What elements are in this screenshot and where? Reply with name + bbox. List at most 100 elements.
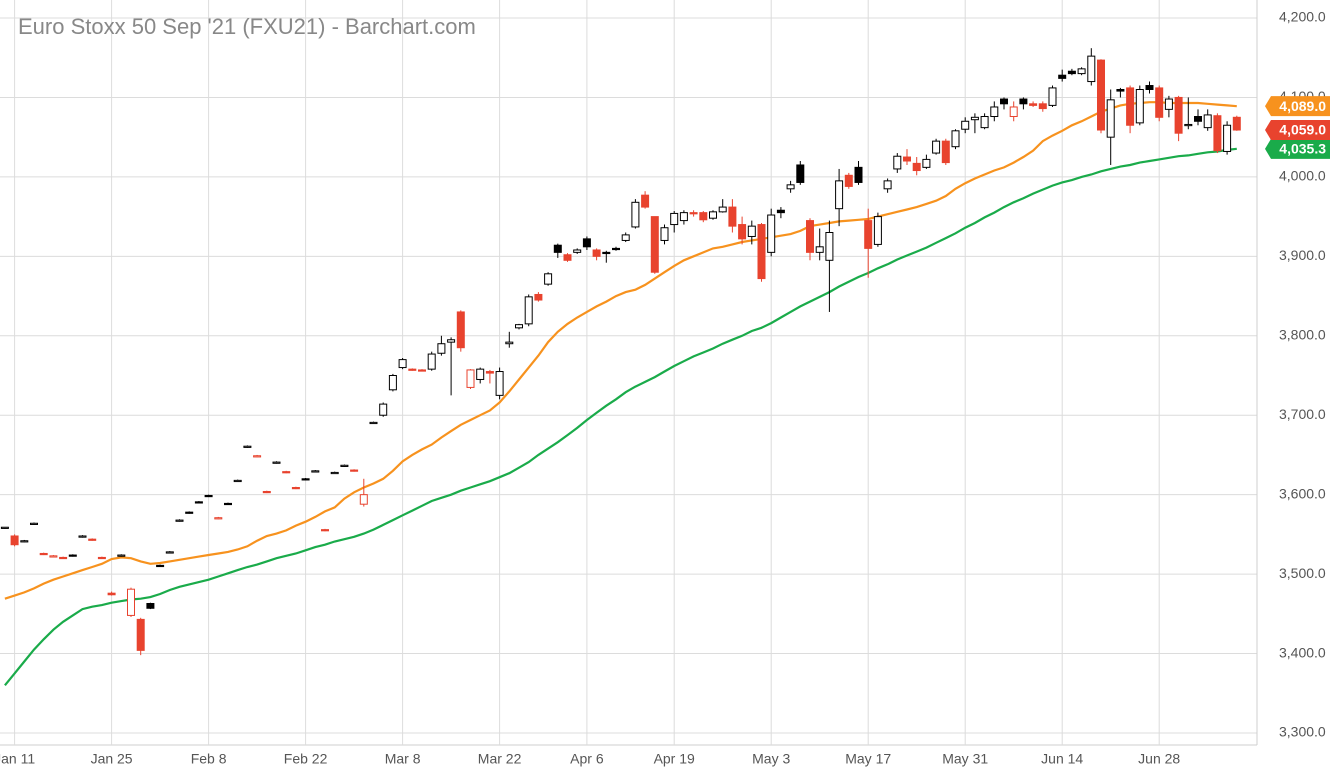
candle-body	[980, 116, 989, 129]
candle-body	[990, 106, 999, 118]
candle-body	[97, 556, 106, 560]
price-badge-label: 4,089.0	[1279, 98, 1326, 114]
candle-body	[1164, 98, 1173, 110]
candle-body	[330, 471, 339, 475]
candle-body	[0, 526, 9, 529]
y-tick-label: 3,300.0	[1279, 724, 1326, 740]
candle-body	[767, 214, 776, 253]
candle-body	[447, 339, 456, 343]
candle-body	[369, 421, 378, 425]
y-tick-label: 3,600.0	[1279, 485, 1326, 501]
candle-body	[941, 140, 950, 164]
candle-body	[922, 158, 931, 168]
y-tick-label: 3,500.0	[1279, 565, 1326, 581]
candle-body	[59, 556, 68, 560]
candle-body	[544, 273, 553, 285]
candle-body	[1058, 74, 1067, 79]
candle-body	[88, 538, 97, 541]
candle-body	[39, 552, 48, 556]
candle-body	[243, 445, 252, 448]
candle-body	[961, 120, 970, 130]
candle-body	[272, 461, 281, 464]
candle-body	[311, 470, 320, 473]
candle-body	[301, 478, 310, 481]
x-tick-label: Apr 6	[570, 751, 604, 767]
candle-body	[505, 341, 514, 345]
moving-average-line	[4, 101, 1237, 600]
marks	[0, 48, 1241, 686]
y-tick-label: 4,200.0	[1279, 9, 1326, 25]
candle-body	[1087, 55, 1096, 83]
candle-body	[340, 464, 349, 467]
candle-body	[175, 519, 184, 522]
x-tick-label: May 31	[942, 751, 988, 767]
y-tick-label: 4,000.0	[1279, 168, 1326, 184]
candle-body	[233, 479, 242, 483]
candle-body	[359, 494, 368, 505]
candle-body	[1000, 98, 1008, 105]
moving-average-line	[4, 147, 1237, 686]
candle-body	[747, 225, 756, 237]
candle-body	[951, 130, 960, 148]
candle-body	[1194, 116, 1202, 122]
x-tick-label: Apr 19	[654, 751, 695, 767]
candle-body	[1077, 68, 1086, 75]
candle-body	[388, 375, 397, 391]
candle-body	[641, 194, 650, 208]
candle-body	[456, 311, 465, 349]
candle-body	[932, 140, 941, 154]
x-tick-label: Jan 11	[0, 751, 35, 767]
candle-body	[573, 249, 582, 253]
candle-body	[1019, 98, 1028, 105]
labels: 3,300.0 3,400.0 3,500.0 3,600.0 3,700.0 3,800…	[0, 9, 1330, 767]
x-tick-label: Mar 22	[478, 751, 522, 767]
candle-body	[398, 359, 407, 369]
candle-body	[621, 234, 630, 241]
candle-body	[10, 535, 19, 546]
candle-body	[466, 369, 475, 388]
candle-body	[912, 162, 921, 172]
candle-body	[1203, 114, 1212, 129]
candle-body	[165, 551, 174, 554]
x-tick-label: Feb 8	[191, 751, 227, 767]
candle-body	[689, 212, 698, 215]
candle-body	[602, 251, 611, 255]
candle-body	[495, 371, 504, 396]
candle-body	[825, 232, 834, 261]
candle-body	[553, 244, 562, 253]
x-tick-label: Feb 22	[284, 751, 328, 767]
candle-body	[728, 206, 737, 227]
candle-body	[1116, 89, 1125, 92]
candle-body	[1048, 87, 1057, 106]
x-tick-label: May 17	[845, 751, 891, 767]
candle-body	[883, 180, 892, 190]
candle-body	[1232, 116, 1241, 131]
x-tick-label: Jun 14	[1041, 751, 1083, 767]
candle-body	[224, 502, 232, 506]
candle-body	[282, 471, 291, 474]
candle-body	[185, 511, 194, 514]
candle-body	[194, 501, 203, 504]
candle-body	[582, 238, 591, 248]
y-tick-label: 3,400.0	[1279, 644, 1326, 660]
candle-body	[1135, 89, 1144, 124]
candle-body	[1213, 115, 1222, 152]
candle-body	[156, 564, 165, 568]
candle-body	[262, 490, 271, 494]
candle-body	[253, 455, 262, 458]
candle-body	[970, 116, 979, 121]
candle-body	[1009, 106, 1018, 118]
candle-body	[650, 216, 659, 273]
candle-body	[107, 592, 116, 596]
candle-body	[68, 554, 77, 557]
candle-body	[718, 206, 727, 213]
candle-body	[776, 209, 785, 214]
candle-body	[864, 220, 873, 249]
candle-body	[427, 353, 436, 370]
candle-body	[291, 487, 300, 490]
candle-body	[379, 403, 388, 416]
candle-body	[534, 293, 543, 301]
candle-body	[524, 296, 533, 325]
price-badge	[1265, 96, 1330, 117]
